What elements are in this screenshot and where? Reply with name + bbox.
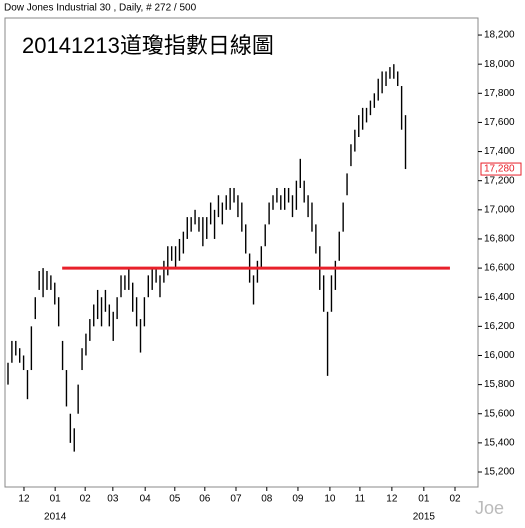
y-tick-label: 18,200 [484, 30, 515, 41]
y-tick-label: 16,000 [484, 350, 515, 361]
x-tick-label: 02 [80, 494, 92, 505]
y-tick-label: 17,800 [484, 88, 515, 99]
y-tick-label: 16,400 [484, 292, 515, 303]
chart-header: Dow Jones Industrial 30 , Daily, # 272 /… [4, 3, 197, 14]
y-tick-label: 17,000 [484, 204, 515, 215]
y-tick-label: 18,000 [484, 59, 515, 70]
y-tick-label: 16,800 [484, 234, 515, 245]
x-tick-label: 12 [386, 494, 398, 505]
y-tick-label: 17,400 [484, 146, 515, 157]
y-tick-label: 15,200 [484, 467, 515, 478]
x-tick-label: 06 [199, 494, 211, 505]
watermark: Joe [475, 498, 504, 518]
chart-title: 20141213道瓊指數日線圖 [22, 33, 274, 58]
y-tick-label: 15,400 [484, 438, 515, 449]
last-price-box [480, 162, 522, 176]
plot-frame [4, 17, 479, 488]
y-tick-label: 17,600 [484, 117, 515, 128]
x-tick-label: 09 [292, 494, 304, 505]
x-tick-label: 01 [50, 494, 62, 505]
x-tick-label: 08 [261, 494, 273, 505]
y-tick-label: 16,600 [484, 263, 515, 274]
x-tick-label: 01 [418, 494, 430, 505]
y-tick-label: 15,600 [484, 408, 515, 419]
x-tick-label: 05 [169, 494, 181, 505]
x-tick-label: 11 [355, 494, 366, 505]
last-price-label: 17,280 [484, 164, 515, 175]
x-tick-label: 02 [449, 494, 461, 505]
y-tick-label: 16,200 [484, 321, 515, 332]
year-label: 2015 [413, 512, 436, 523]
x-tick-label: 07 [230, 494, 242, 505]
x-tick-label: 12 [18, 494, 30, 505]
y-tick-label: 15,800 [484, 379, 515, 390]
x-tick-label: 10 [324, 494, 336, 505]
y-tick-label: 17,200 [484, 175, 515, 186]
year-label: 2014 [44, 512, 67, 523]
x-tick-label: 04 [140, 494, 152, 505]
x-tick-label: 03 [107, 494, 119, 505]
